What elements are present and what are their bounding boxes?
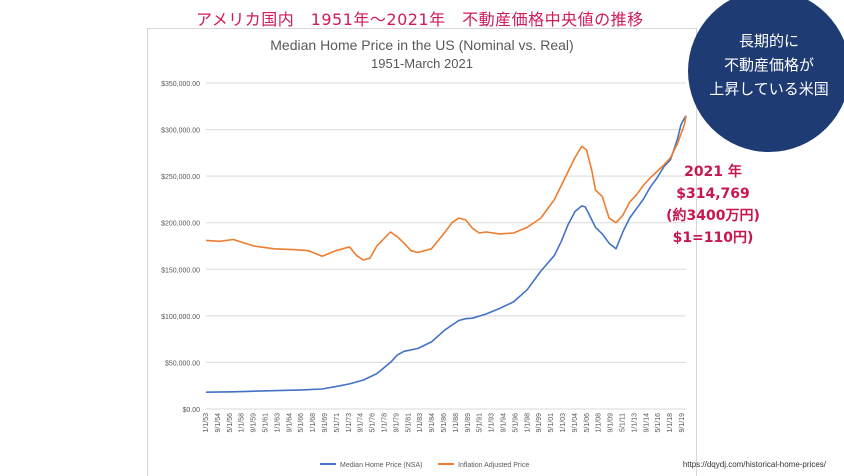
x-tick-label: 1/1/88 <box>453 413 460 433</box>
x-tick-label: 1/1/78 <box>382 413 389 433</box>
x-tick-label: 5/1/96 <box>512 413 519 433</box>
series-line-1 <box>205 115 687 393</box>
x-tick-label: 9/1/09 <box>608 413 615 433</box>
x-tick-label: 1/1/68 <box>310 413 317 433</box>
series-line-2 <box>205 115 687 261</box>
y-tick-label: $50,000.00 <box>165 360 200 367</box>
summary-badge: 長期的に 不動産価格が 上昇している米国 <box>688 0 844 152</box>
annotation-rate: $1=110円) <box>672 230 754 246</box>
x-tick-label: 1/1/03 <box>560 413 567 433</box>
x-tick-label: 5/1/56 <box>227 413 234 433</box>
x-tick-label: 1/1/58 <box>239 413 246 433</box>
x-tick-label: 5/1/81 <box>405 413 412 433</box>
x-tick-label: 5/1/11 <box>620 413 627 432</box>
x-tick-label: 5/1/06 <box>584 413 591 433</box>
x-tick-label: 9/1/84 <box>429 413 436 433</box>
x-tick-label: 9/1/69 <box>322 413 329 433</box>
x-tick-label: 1/1/63 <box>274 413 281 433</box>
x-tick-label: 9/1/99 <box>536 413 543 433</box>
y-tick-label: $150,000.00 <box>161 267 200 274</box>
x-tick-label: 9/1/89 <box>465 413 472 433</box>
x-tick-label: 1/1/98 <box>524 413 531 433</box>
x-tick-label: 1/1/73 <box>346 413 353 433</box>
x-tick-label: 1/1/93 <box>489 413 496 433</box>
x-tick-label: 1/1/18 <box>667 413 674 433</box>
x-tick-label: 5/1/91 <box>477 413 484 433</box>
x-tick-label: 9/1/64 <box>286 413 293 433</box>
legend-label-2: Inflation Adjusted Price <box>458 462 529 469</box>
x-tick-label: 9/1/59 <box>251 413 258 433</box>
x-tick-label: 5/1/71 <box>334 413 341 433</box>
x-tick-label: 9/1/19 <box>679 413 686 433</box>
x-tick-label: 1/1/53 <box>203 413 210 433</box>
source-url: https://dqydj.com/historical-home-prices… <box>682 460 826 469</box>
annotation-yen: (約3400万円) <box>666 208 760 224</box>
x-tick-label: 9/1/54 <box>215 413 222 433</box>
x-tick-label: 5/1/66 <box>298 413 305 433</box>
x-tick-label: 9/1/14 <box>643 413 650 433</box>
x-tick-label: 9/1/74 <box>358 413 365 433</box>
badge-line-3: 上昇している米国 <box>709 80 829 98</box>
y-tick-label: $200,000.00 <box>161 221 200 228</box>
badge-line-1: 長期的に <box>738 32 799 50</box>
y-tick-label: $250,000.00 <box>161 174 200 181</box>
x-tick-label: 5/1/01 <box>548 413 555 433</box>
page-title: アメリカ国内 1951年〜2021年 不動産価格中央値の推移 <box>196 10 644 29</box>
line-chart: $0.00 $50,000.00 $100,000.00 $150,000.00 $20… <box>161 81 687 469</box>
chart-subtitle: 1951-March 2021 <box>371 56 473 71</box>
x-tick-label: 5/1/16 <box>655 413 662 433</box>
chart-title: Median Home Price in the US (Nominal vs.… <box>270 37 574 53</box>
y-tick-label: $300,000.00 <box>161 128 200 135</box>
annotation-price: $314,769 <box>676 186 750 202</box>
annotation-year: 2021 年 <box>684 164 742 180</box>
x-tick-label: 1/1/83 <box>417 413 424 433</box>
y-tick-label: $100,000.00 <box>161 314 200 321</box>
x-tick-label: 5/1/76 <box>370 413 377 433</box>
y-tick-label: $350,000.00 <box>161 81 200 88</box>
badge-line-2: 不動産価格が <box>723 56 814 74</box>
x-tick-label: 5/1/61 <box>263 413 270 433</box>
x-tick-label: 1/1/13 <box>631 413 638 433</box>
x-tick-label: 5/1/86 <box>441 413 448 433</box>
x-tick-label: 9/1/79 <box>393 413 400 433</box>
legend-label-1: Median Home Price (NSA) <box>340 462 422 469</box>
chart-frame: Median Home Price in the US (Nominal vs.… <box>147 28 697 476</box>
x-tick-label: 1/1/08 <box>596 413 603 433</box>
price-annotation: 2021 年 $314,769 (約3400万円) $1=110円) <box>650 161 776 249</box>
x-tick-label: 9/1/94 <box>501 413 508 433</box>
x-tick-label: 9/1/04 <box>572 413 579 433</box>
y-tick-label: $0.00 <box>182 407 200 414</box>
